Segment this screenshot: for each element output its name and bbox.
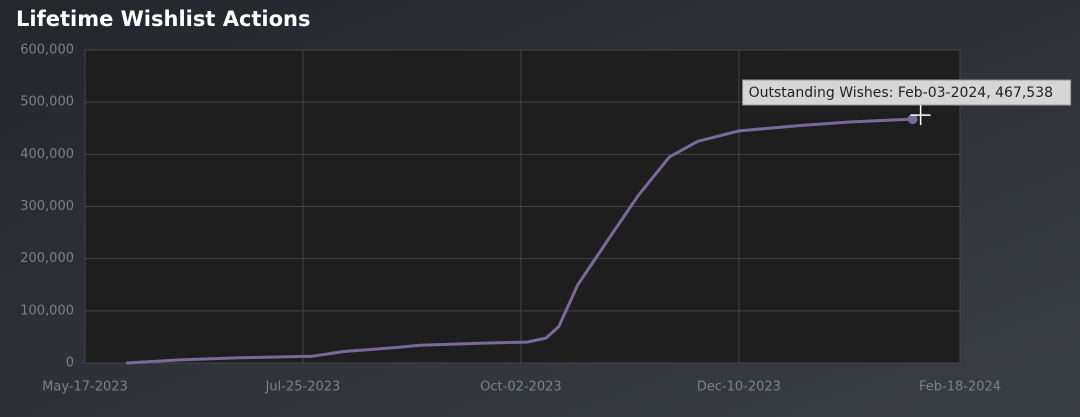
x-tick-label: Oct-02-2023 (480, 380, 562, 395)
y-tick-label: 200,000 (20, 251, 74, 266)
y-tick-label: 0 (66, 356, 74, 371)
y-tick-label: 600,000 (20, 43, 74, 58)
y-tick-label: 400,000 (20, 147, 74, 162)
x-tick-label: Feb-18-2024 (919, 380, 1001, 395)
x-tick-label: Dec-10-2023 (697, 380, 781, 395)
chart-title: Lifetime Wishlist Actions (16, 7, 311, 31)
tooltip-text: Outstanding Wishes: Feb-03-2024, 467,538 (749, 85, 1053, 101)
y-tick-label: 100,000 (20, 303, 74, 318)
tooltip-box (742, 79, 1072, 106)
x-tick-label: May-17-2023 (42, 380, 128, 395)
x-tick-label: Jul-25-2023 (265, 380, 341, 395)
y-tick-label: 300,000 (20, 199, 74, 214)
hover-point (907, 114, 918, 125)
data-line (126, 117, 913, 365)
y-tick-label: 500,000 (20, 95, 74, 110)
